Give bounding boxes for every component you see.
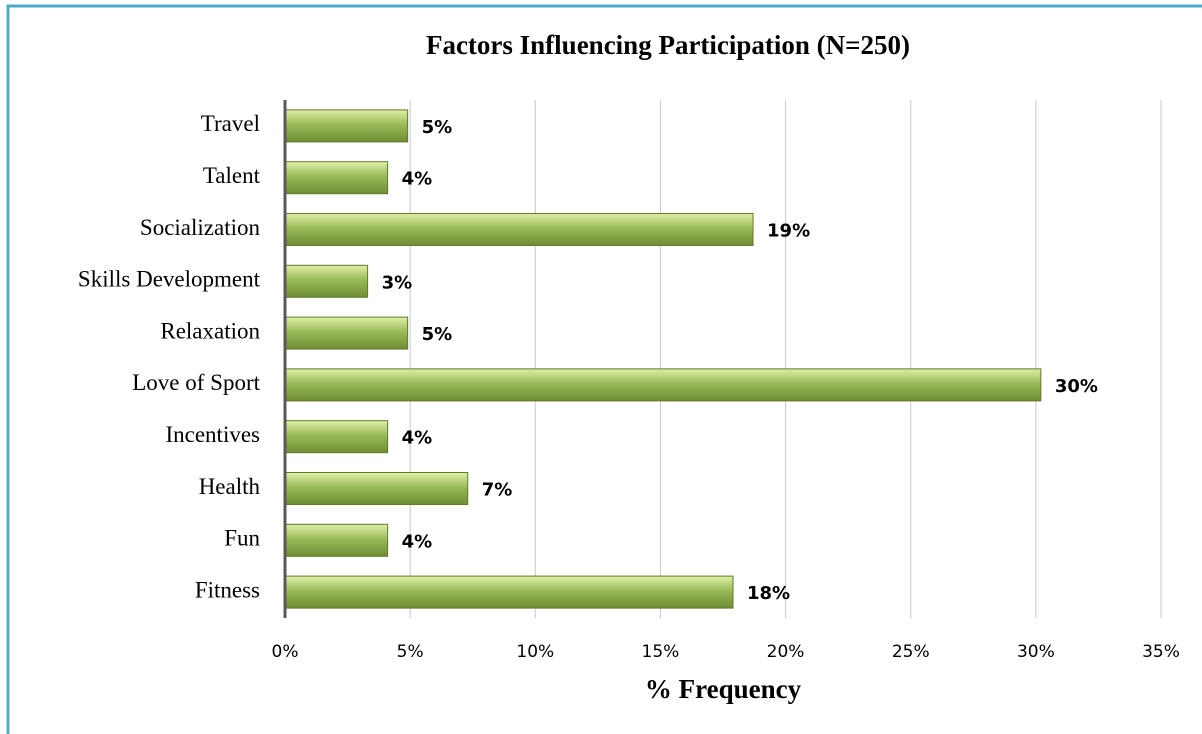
y-tick-label: Skills Development [78, 267, 261, 292]
data-label: 18% [747, 583, 790, 604]
y-tick-label: Fun [224, 526, 260, 551]
y-tick-label: Love of Sport [132, 370, 260, 395]
data-label: 4% [402, 169, 433, 190]
data-label: 5% [422, 117, 453, 138]
x-axis-title: % Frequency [645, 674, 802, 704]
y-tick-label: Fitness [195, 577, 260, 602]
data-label: 19% [767, 221, 810, 242]
y-tick-label: Socialization [140, 215, 261, 240]
x-tick-label: 10% [516, 642, 554, 662]
x-tick-label: 0% [272, 642, 299, 662]
frame [6, 4, 1202, 734]
bar [284, 264, 369, 298]
data-label: 4% [402, 428, 433, 449]
data-label: 3% [382, 272, 413, 293]
x-tick-label: 5% [397, 642, 424, 662]
x-tick-label: 15% [642, 642, 680, 662]
bar [284, 109, 409, 143]
bar [284, 420, 389, 454]
y-tick-label: Incentives [165, 422, 260, 447]
y-tick-label: Health [199, 474, 261, 499]
x-tick-label: 20% [767, 642, 805, 662]
data-label: 4% [402, 531, 433, 552]
y-tick-label: Talent [203, 163, 261, 188]
bar [284, 575, 734, 609]
x-tick-label: 35% [1142, 642, 1180, 662]
chart-title: Factors Influencing Participation (N=250… [426, 30, 910, 60]
bar [284, 472, 469, 505]
y-tick-label: Travel [201, 111, 260, 136]
bar [284, 213, 754, 246]
bar [284, 523, 389, 557]
x-tick-label: 30% [1017, 642, 1055, 662]
bar [284, 316, 409, 350]
x-tick-label: 25% [892, 642, 930, 662]
data-label: 30% [1055, 376, 1098, 397]
data-label: 5% [422, 324, 453, 345]
bar [284, 161, 389, 195]
y-tick-label: Relaxation [160, 318, 260, 343]
data-label: 7% [482, 480, 513, 501]
bar [284, 368, 1042, 402]
